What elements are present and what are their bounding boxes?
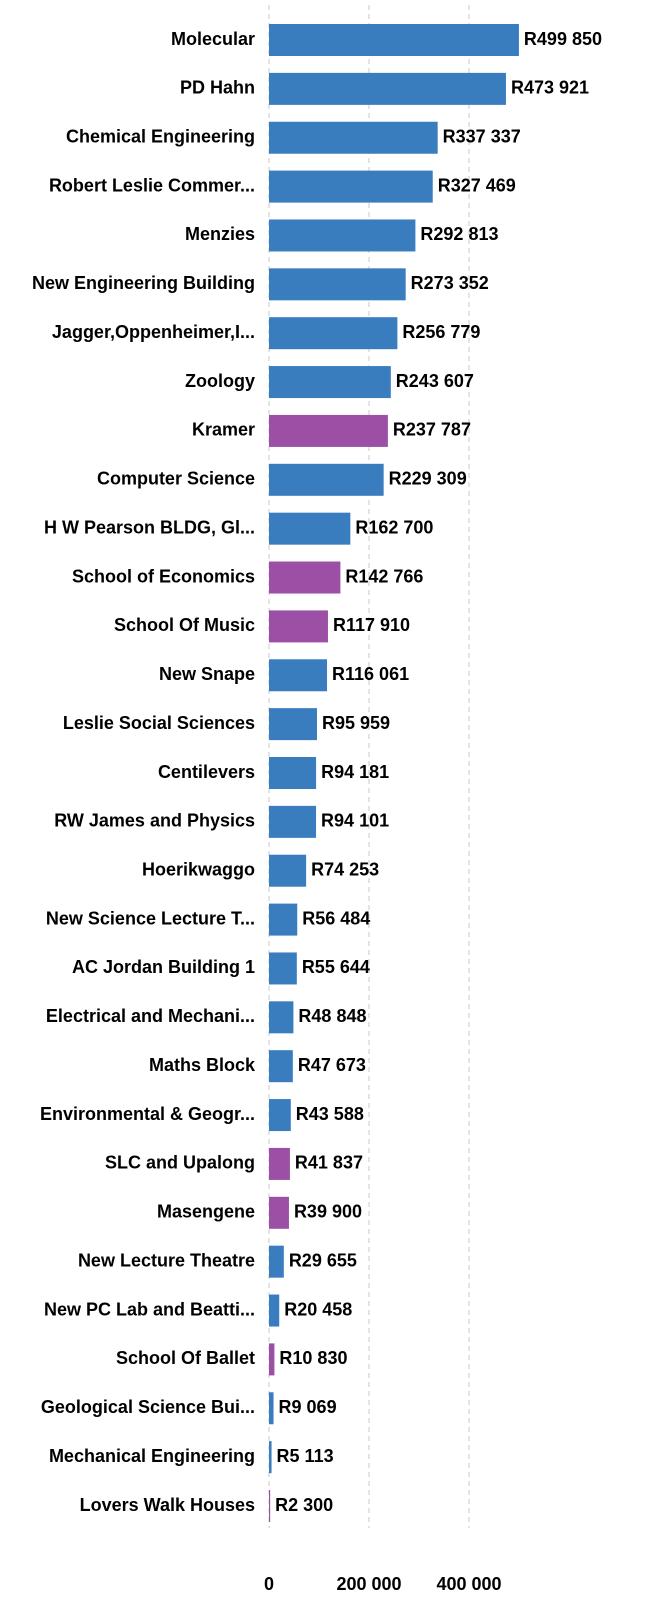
y-tick-label: Maths Block [149,1055,256,1075]
value-label: R337 337 [443,126,521,146]
value-label: R162 700 [355,517,433,537]
y-tick-label: H W Pearson BLDG, Gl... [44,517,255,537]
value-label: R117 910 [333,615,410,635]
bar [269,952,297,985]
value-label: R48 848 [298,1006,366,1026]
bar [269,903,298,936]
value-label: R116 061 [332,664,409,684]
bar [269,72,506,105]
y-tick-label: Mechanical Engineering [49,1446,255,1466]
x-tick-label: 400 000 [436,1574,501,1594]
y-tick-label: New Science Lecture T... [46,908,255,928]
bar [269,708,317,741]
value-label: R29 655 [289,1250,357,1270]
bar [269,463,384,496]
y-tick-label: PD Hahn [180,78,255,98]
value-label: R55 644 [302,957,370,977]
y-tick-label: New Snape [159,664,255,684]
y-tick-label: Molecular [171,29,255,49]
value-label: R273 352 [411,273,489,293]
bar [269,757,317,789]
bar [269,1196,289,1229]
y-tick-label: Kramer [192,420,255,440]
bar [269,1343,275,1376]
value-label: R94 101 [321,811,389,831]
bar [269,414,388,447]
bar [269,366,391,399]
value-label: R229 309 [389,469,467,489]
y-tick-label: Geological Science Bui... [41,1397,255,1417]
y-tick-label: New Engineering Building [32,273,255,293]
y-tick-label: School Of Music [114,615,255,635]
bar [269,854,307,887]
x-tick-label: 0 [264,1574,274,1594]
y-tick-label: RW James and Physics [54,811,255,831]
bar [269,1441,272,1474]
bar [269,1050,293,1083]
bar [269,610,328,643]
bar [269,659,328,692]
bar [269,219,416,252]
y-tick-label: Lovers Walk Houses [80,1495,255,1515]
bar [269,1245,284,1278]
bar [269,1001,294,1034]
y-tick-label: AC Jordan Building 1 [72,957,255,977]
y-tick-label: New PC Lab and Beatti... [44,1299,255,1319]
value-label: R10 830 [279,1348,347,1368]
value-label: R292 813 [420,224,498,244]
value-label: R9 069 [279,1397,337,1417]
value-label: R243 607 [396,371,474,391]
x-tick-label: 200 000 [336,1574,401,1594]
y-tick-label: SLC and Upalong [105,1153,255,1173]
y-tick-label: Electrical and Mechani... [46,1006,255,1026]
y-tick-label: Computer Science [97,469,255,489]
value-label: R74 253 [311,859,379,879]
y-tick-label: New Lecture Theatre [78,1250,255,1270]
bar [269,317,398,350]
value-label: R256 779 [402,322,480,342]
value-label: R2 300 [275,1495,333,1515]
bar [269,268,406,301]
bar [269,1392,274,1425]
value-label: R499 850 [524,29,602,49]
y-tick-label: School of Economics [72,566,255,586]
y-tick-label: School Of Ballet [116,1348,255,1368]
y-tick-label: Environmental & Geogr... [40,1104,255,1124]
y-tick-label: Chemical Engineering [66,126,255,146]
bar [269,170,433,203]
value-label: R43 588 [296,1104,364,1124]
y-tick-label: Zoology [185,371,255,391]
value-label: R39 900 [294,1202,362,1222]
bar [269,805,317,838]
y-tick-label: Robert Leslie Commer... [49,175,255,195]
y-tick-label: Hoerikwaggo [142,859,255,879]
bar [269,1099,291,1132]
value-label: R47 673 [298,1055,366,1075]
value-label: R20 458 [284,1299,352,1319]
bar [269,1490,271,1522]
value-label: R142 766 [345,566,423,586]
value-label: R473 921 [511,78,589,98]
value-label: R94 181 [321,762,389,782]
y-tick-label: Masengene [157,1202,255,1222]
bar [269,1294,280,1327]
value-label: R56 484 [302,908,370,928]
y-tick-label: Menzies [185,224,255,244]
bar [269,121,438,154]
y-tick-label: Leslie Social Sciences [63,713,255,733]
y-tick-label: Jagger,Oppenheimer,I... [52,322,255,342]
bar [269,561,341,594]
bar [269,1147,290,1180]
bar [269,24,519,56]
bar [269,512,351,545]
y-tick-label: Centilevers [158,762,255,782]
value-label: R327 469 [438,175,516,195]
value-label: R237 787 [393,420,471,440]
value-label: R41 837 [295,1153,363,1173]
value-label: R95 959 [322,713,390,733]
value-label: R5 113 [277,1446,334,1466]
